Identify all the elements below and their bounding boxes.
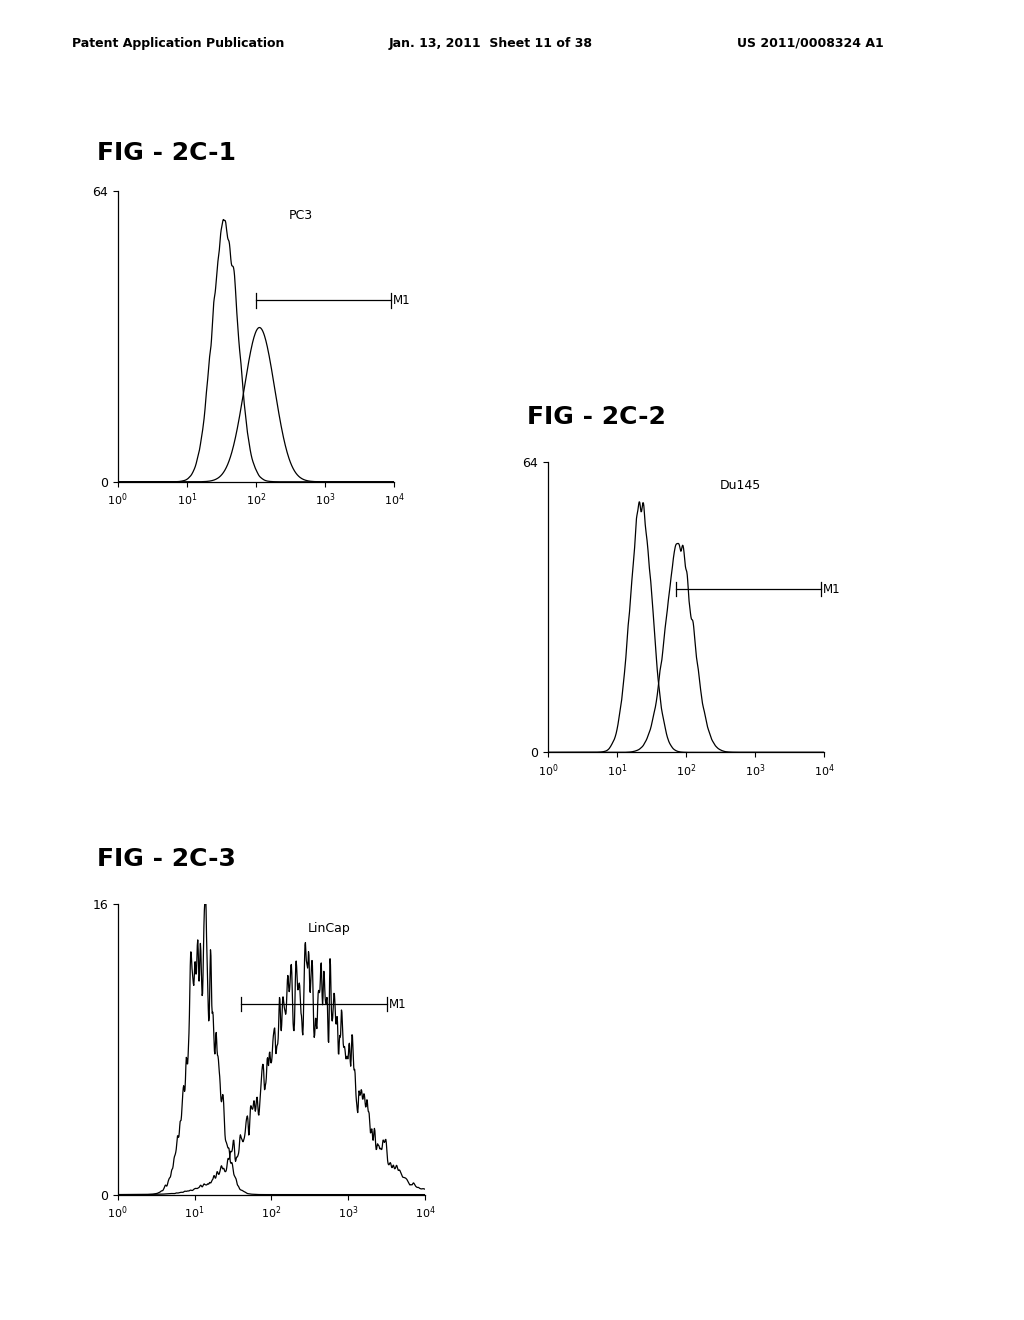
Text: Patent Application Publication: Patent Application Publication [72,37,284,50]
Text: M1: M1 [389,998,407,1011]
Text: Du145: Du145 [719,479,761,492]
Text: M1: M1 [393,294,411,306]
Text: FIG - 2C-2: FIG - 2C-2 [527,405,667,429]
Text: US 2011/0008324 A1: US 2011/0008324 A1 [737,37,884,50]
Text: Jan. 13, 2011  Sheet 11 of 38: Jan. 13, 2011 Sheet 11 of 38 [389,37,593,50]
Text: PC3: PC3 [289,209,313,222]
Text: M1: M1 [823,582,841,595]
Text: FIG - 2C-3: FIG - 2C-3 [97,847,237,871]
Text: FIG - 2C-1: FIG - 2C-1 [97,141,237,165]
Text: LinCap: LinCap [308,921,351,935]
